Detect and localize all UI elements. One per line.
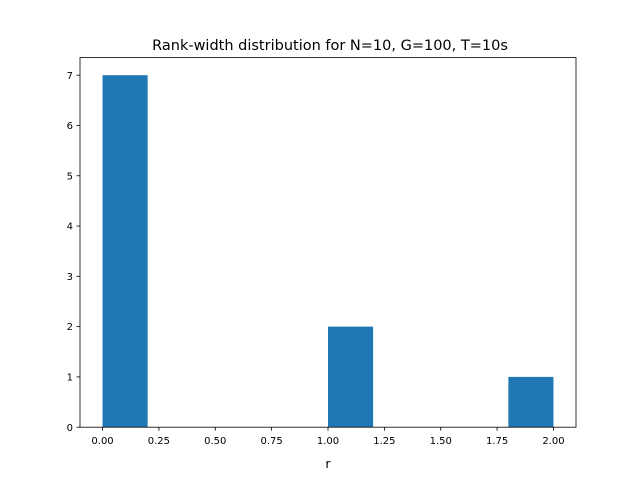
histogram-bar-5 [328,326,374,428]
y-tick-label: 4 [67,222,73,233]
y-tick-label: 5 [67,171,73,182]
x-tick-label: 0.00 [91,436,113,447]
y-tick-label: 7 [67,71,73,82]
x-tick-label: 1.50 [430,436,452,447]
y-axis: 0 1 2 3 4 5 6 7 [67,71,80,434]
x-tick-label: 0.50 [204,436,226,447]
y-tick-label: 3 [67,272,73,283]
chart-title: Rank-width distribution for N=10, G=100,… [152,38,508,54]
y-tick-label: 1 [67,373,73,384]
bars-layer [102,75,554,428]
x-tick-label: 1.25 [373,436,395,447]
x-tick-label: 1.75 [486,436,508,447]
x-axis-label: r [325,456,331,471]
x-tick-label: 0.25 [148,436,170,447]
y-tick-label: 0 [67,423,73,434]
y-tick-label: 2 [67,322,73,333]
histogram-bar-0 [102,75,148,428]
x-axis: 0.00 0.25 0.50 0.75 1.00 1.25 1.50 1.75 2.00 [91,427,565,447]
histogram-bar-9 [508,376,554,428]
x-tick-label: 2.00 [542,436,564,447]
x-tick-label: 1.00 [317,436,339,447]
y-tick-label: 6 [67,121,73,132]
x-tick-label: 0.75 [261,436,283,447]
